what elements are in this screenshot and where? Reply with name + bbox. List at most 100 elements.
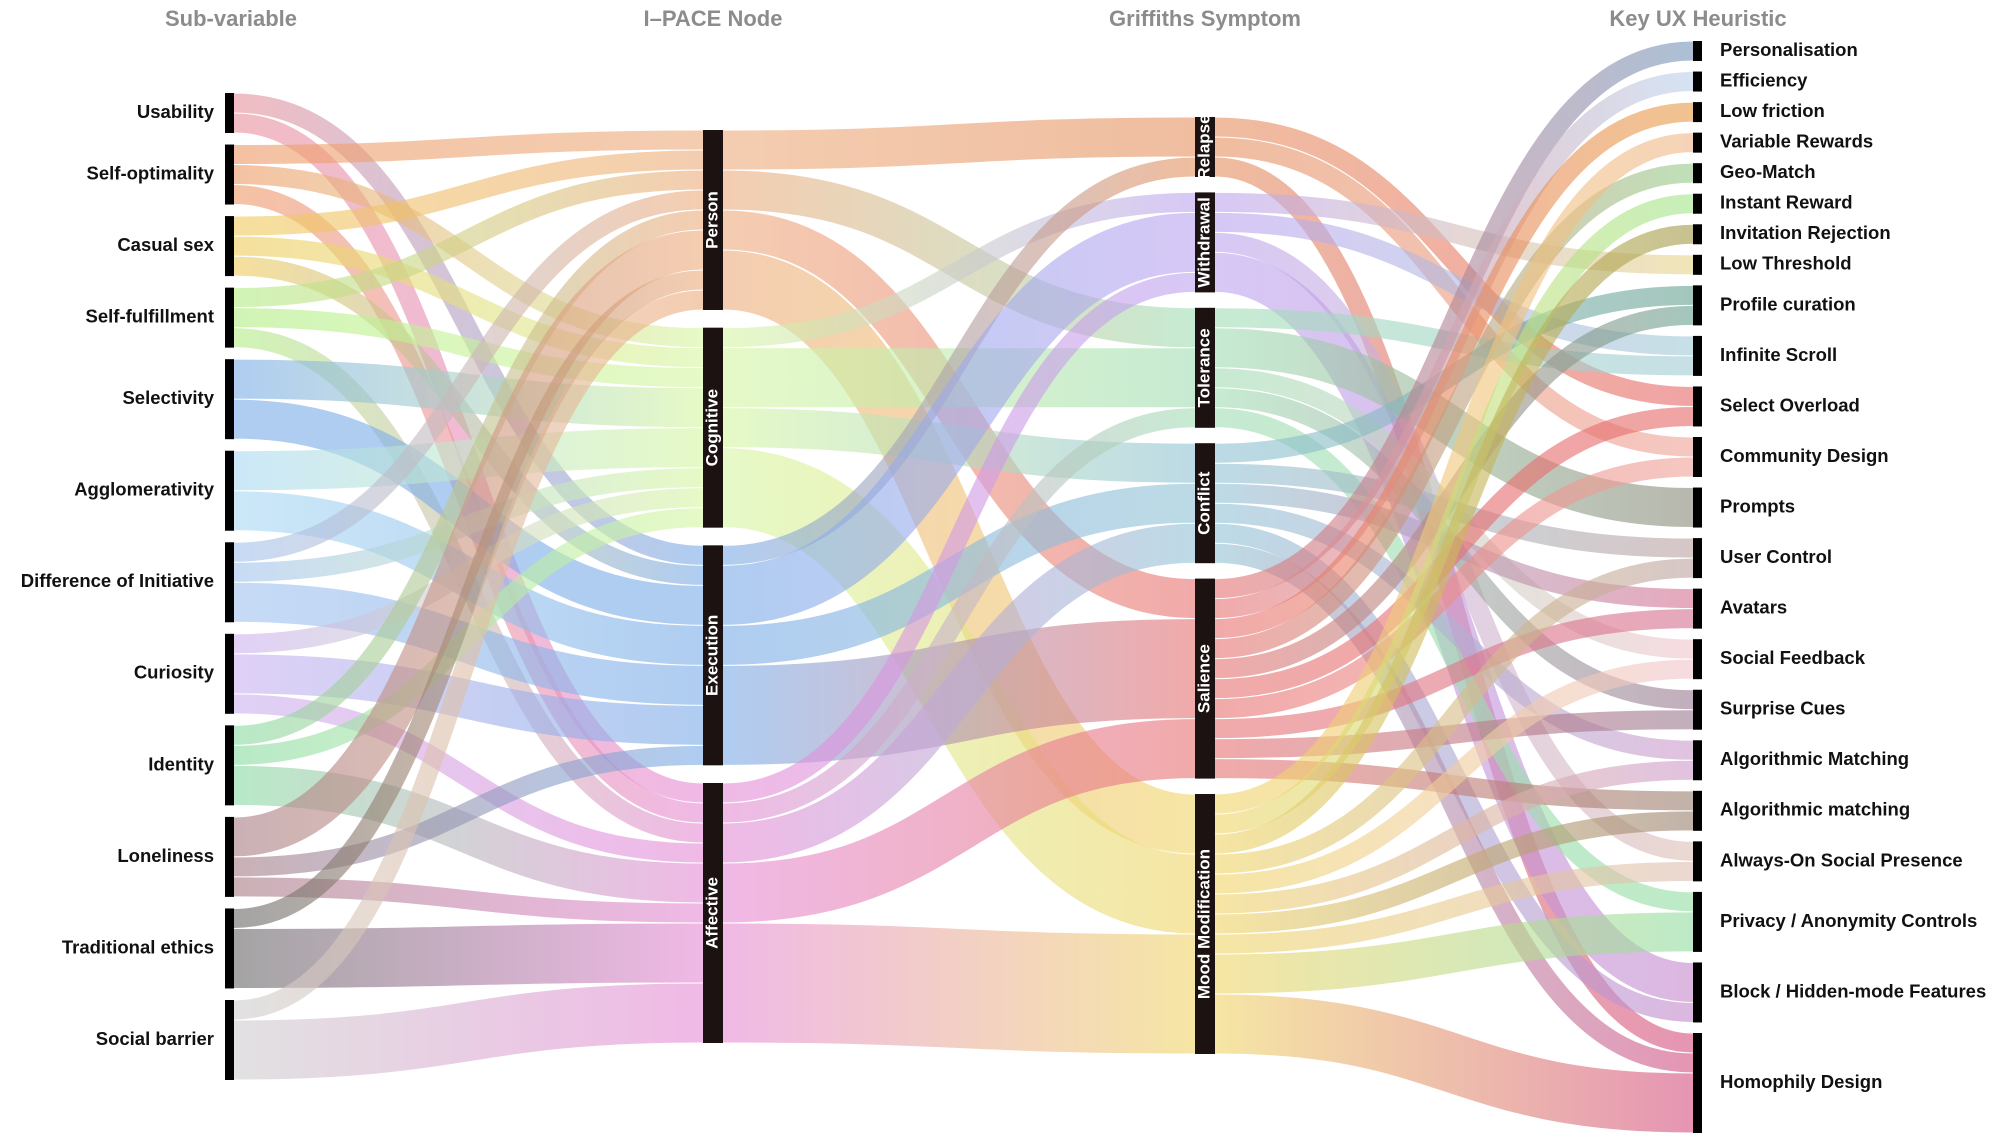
flow-link (233, 308, 704, 388)
node-label: Avatars (1720, 597, 1787, 618)
node-label: Homophily Design (1720, 1071, 1882, 1092)
column-title: Griffiths Symptom (1109, 6, 1301, 31)
node-bar (1693, 386, 1702, 427)
flow-link (1214, 133, 1694, 814)
flow-link (1214, 710, 1694, 759)
node-bar (1693, 487, 1702, 528)
flow-link (722, 272, 1196, 803)
flow-link (233, 983, 704, 1080)
node-bar (225, 633, 234, 714)
node-label: Curiosity (134, 662, 215, 683)
node-bar (1693, 224, 1702, 245)
node-label: Difference of Initiative (21, 570, 214, 591)
flow-link (1214, 994, 1694, 1133)
node-label: Social barrier (96, 1028, 214, 1049)
node-bar (225, 359, 234, 440)
node-label: Agglomerativity (74, 479, 215, 500)
flow-link (722, 719, 1196, 923)
node-bar (1693, 41, 1702, 61)
node-bar (1693, 790, 1702, 831)
node-label: Algorithmic matching (1720, 799, 1910, 820)
flow-link (722, 523, 1196, 863)
node-bar (1195, 307, 1215, 428)
node-bar (703, 545, 723, 766)
flow-link (1214, 609, 1694, 739)
node-label: Prompts (1720, 495, 1795, 516)
node-bar (1693, 437, 1702, 477)
node-label: Cognitive (702, 389, 721, 466)
node-bar (1693, 193, 1702, 214)
node-bar (1195, 578, 1215, 779)
node-label: Tolerance (1194, 328, 1213, 407)
node-bar (1195, 794, 1215, 1054)
node-bar (1693, 254, 1702, 275)
flow-link (233, 190, 704, 562)
column-title: I–PACE Node (644, 6, 783, 31)
flow-link (722, 408, 1196, 823)
node-label: Mood Modification (1194, 849, 1213, 999)
flow-link (1214, 457, 1694, 719)
flow-link (1214, 760, 1694, 914)
node-label: Social Feedback (1720, 647, 1866, 668)
node-label: Low Threshold (1720, 253, 1852, 274)
node-bar (1195, 117, 1215, 177)
node-bar (703, 783, 723, 1043)
node-label: Withdrawal (1194, 197, 1213, 288)
node-bar (1693, 740, 1702, 781)
node-bar (225, 725, 234, 806)
node-bar (225, 908, 234, 989)
node-label: Personalisation (1720, 39, 1858, 60)
node-label: User Control (1720, 546, 1832, 567)
flow-link (722, 483, 1196, 665)
flow-link (233, 923, 704, 988)
node-label: Casual sex (117, 234, 214, 255)
node-label: Salience (1194, 644, 1213, 713)
node-label: Variable Rewards (1720, 131, 1873, 152)
node-bar (703, 130, 723, 310)
node-label: Low friction (1720, 100, 1825, 121)
flow-link (1214, 41, 1694, 599)
flow-link (722, 117, 1196, 170)
flow-link (233, 290, 704, 1020)
flow-link (1214, 102, 1694, 639)
node-bar (1693, 132, 1702, 153)
node-bar (703, 327, 723, 528)
flow-link (1214, 224, 1694, 854)
node-label: Always-On Social Presence (1720, 849, 1963, 870)
node-label: Self-fulfillment (86, 306, 214, 327)
node-label: Usability (137, 101, 215, 122)
node-label: Traditional ethics (62, 936, 214, 957)
node-label: Select Overload (1720, 394, 1860, 415)
flow-link (722, 923, 1196, 1054)
node-bar (225, 1000, 234, 1080)
node-label: Geo-Match (1720, 161, 1816, 182)
node-bar (225, 144, 234, 205)
flow-link (233, 150, 704, 236)
flow-link (722, 192, 1196, 348)
node-bar (225, 542, 234, 623)
node-bar (1693, 1033, 1702, 1133)
node-bar (225, 287, 234, 348)
node-bar (1693, 689, 1702, 730)
column-title: Key UX Heuristic (1609, 6, 1786, 31)
node-label: Invitation Rejection (1720, 222, 1891, 243)
flow-link (1214, 659, 1694, 894)
node-label: Selectivity (122, 387, 214, 408)
flow-link (722, 212, 1196, 625)
node-bar (1693, 102, 1702, 123)
node-bar (1693, 639, 1702, 680)
node-label: Conflict (1194, 471, 1213, 535)
flow-link (233, 236, 704, 368)
node-label: Privacy / Anonymity Controls (1720, 910, 1977, 931)
node-label: Community Design (1720, 445, 1889, 466)
flow-link (1214, 163, 1694, 659)
node-label: Surprise Cues (1720, 698, 1845, 719)
node-label: Block / Hidden-mode Features (1720, 980, 1986, 1001)
node-label: Efficiency (1720, 69, 1808, 90)
node-bar (1693, 841, 1702, 882)
node-bar (1693, 891, 1702, 952)
flow-link (722, 157, 1196, 565)
flow-link (1214, 558, 1694, 874)
flow-link (1214, 861, 1694, 954)
